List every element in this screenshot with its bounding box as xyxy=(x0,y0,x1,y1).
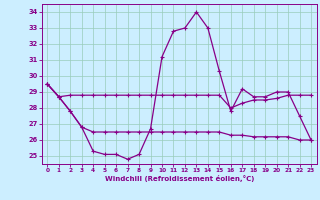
X-axis label: Windchill (Refroidissement éolien,°C): Windchill (Refroidissement éolien,°C) xyxy=(105,175,254,182)
